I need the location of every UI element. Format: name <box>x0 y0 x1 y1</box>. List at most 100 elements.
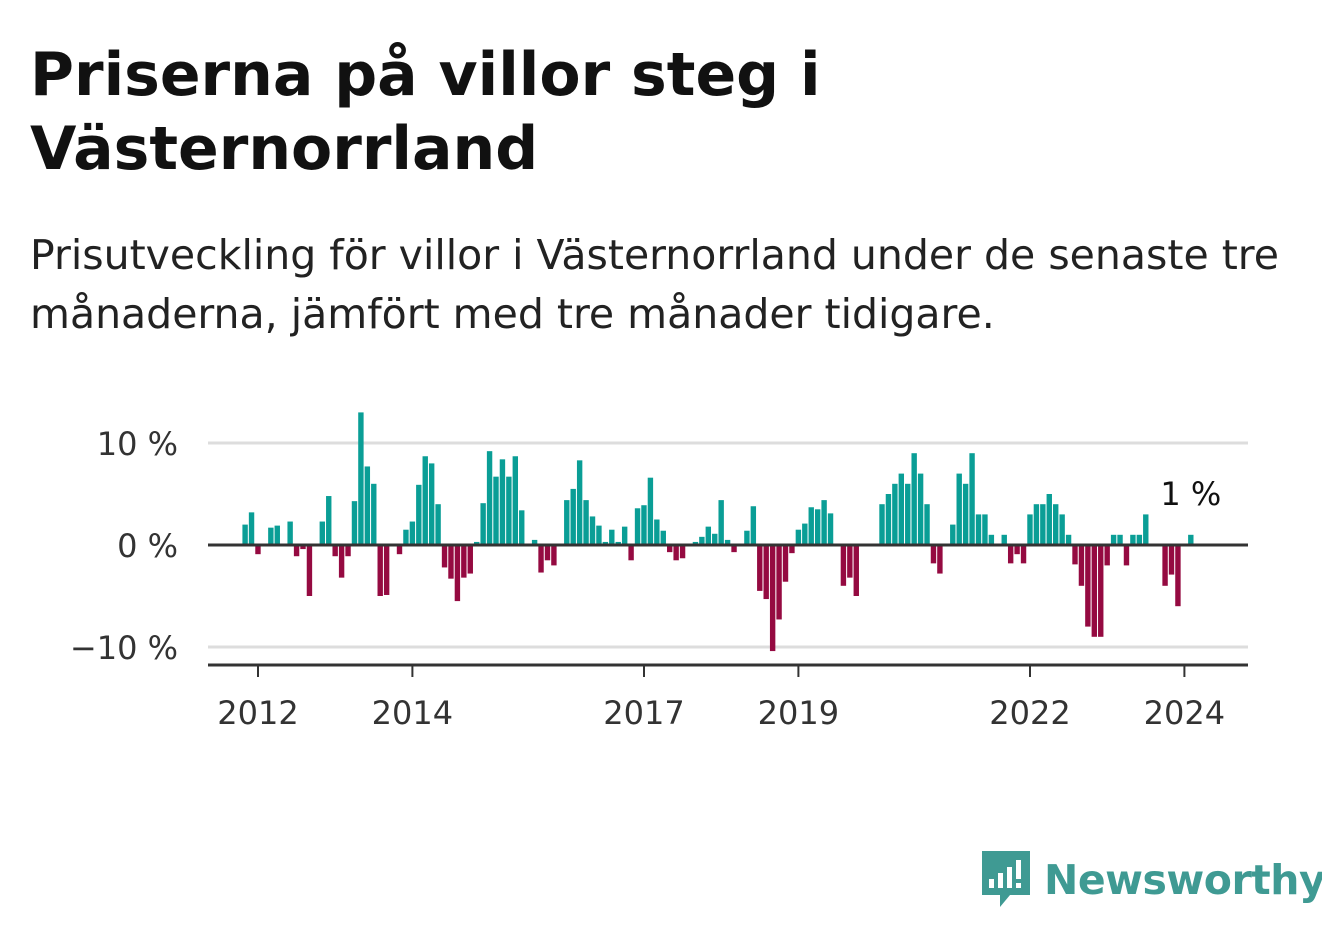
bar <box>422 456 428 545</box>
bar-chart: 10 % 0 % −10 % 2012 2014 2017 2019 2022 2024 1 … <box>70 412 1248 732</box>
bar <box>467 545 473 574</box>
bar <box>1040 504 1046 545</box>
bar <box>1001 534 1007 545</box>
bar <box>885 494 892 545</box>
x-tick-label: 2014 <box>372 694 453 732</box>
bar <box>512 456 519 545</box>
newsworthy-chart-icon <box>982 851 1030 907</box>
bar <box>531 539 538 545</box>
x-tick-label: 2024 <box>1144 694 1225 732</box>
bar <box>757 545 763 591</box>
bar <box>673 545 679 561</box>
bar <box>1143 514 1149 545</box>
bars <box>242 412 1194 652</box>
bar <box>1014 545 1020 555</box>
bar <box>428 463 435 545</box>
bar <box>358 412 364 545</box>
bar <box>660 530 666 545</box>
bar <box>1188 534 1194 545</box>
bar <box>1110 534 1117 545</box>
bar <box>950 524 956 545</box>
bar <box>827 513 834 545</box>
bar <box>345 545 351 557</box>
bar <box>898 473 905 545</box>
y-tick-label: −10 % <box>70 629 178 667</box>
bar <box>847 545 853 578</box>
bar <box>589 516 596 545</box>
bar <box>1104 545 1110 566</box>
bar <box>609 529 615 545</box>
bar <box>1027 514 1033 545</box>
bar <box>493 476 499 545</box>
bar <box>306 545 313 596</box>
bar <box>821 500 827 545</box>
bar <box>956 473 962 545</box>
bar <box>924 504 930 545</box>
bar <box>692 541 699 545</box>
bar <box>962 483 969 545</box>
bar <box>480 503 486 545</box>
bar <box>750 506 757 545</box>
y-tick-label: 10 % <box>97 425 178 463</box>
bar <box>814 509 821 545</box>
bar <box>969 453 975 545</box>
bar <box>1130 534 1136 545</box>
bar <box>840 545 847 586</box>
bar <box>287 521 293 545</box>
bar <box>634 508 641 545</box>
bar <box>1091 545 1098 637</box>
bar <box>718 500 724 545</box>
bar <box>731 545 737 553</box>
bar <box>576 460 583 545</box>
bar <box>1085 545 1091 627</box>
bar <box>583 500 589 545</box>
chart-title: Priserna på villor steg i Västernorrland <box>30 40 821 184</box>
bar <box>905 483 911 545</box>
bar <box>654 519 660 545</box>
bar <box>1053 504 1059 545</box>
bar <box>1162 545 1168 586</box>
bar <box>1033 504 1040 545</box>
bar <box>602 541 609 545</box>
bar <box>416 484 422 545</box>
bar <box>782 545 789 582</box>
bar <box>744 530 750 545</box>
bar <box>1117 534 1123 545</box>
bar <box>1065 534 1072 545</box>
bar <box>982 514 988 545</box>
bar <box>564 500 570 545</box>
bar <box>879 504 885 545</box>
bar <box>519 510 525 545</box>
bar <box>917 473 924 545</box>
bar <box>377 545 383 596</box>
bar <box>396 545 403 555</box>
bar <box>596 525 602 545</box>
axes <box>208 543 1248 667</box>
x-tick-label: 2022 <box>989 694 1070 732</box>
brand-name: Newsworthy <box>1044 856 1322 904</box>
bar <box>699 536 705 545</box>
bar <box>1175 545 1181 607</box>
bar <box>506 476 512 545</box>
bar <box>647 477 654 545</box>
bar <box>403 529 409 545</box>
y-tick-label: 0 % <box>117 527 178 565</box>
bar <box>293 545 300 557</box>
bar <box>338 545 345 578</box>
chart-subtitle: Prisutveckling för villor i Västernorrla… <box>30 231 1279 338</box>
bar <box>255 545 261 555</box>
bar <box>326 496 332 545</box>
bar <box>1007 545 1014 564</box>
bar <box>892 483 898 545</box>
bar <box>371 483 377 545</box>
bar <box>621 526 628 545</box>
bar <box>763 545 769 600</box>
bar <box>789 545 795 554</box>
bar <box>441 545 448 568</box>
last-value-label: 1 % <box>1160 475 1221 513</box>
bar <box>351 501 358 545</box>
bar <box>724 539 731 545</box>
bar <box>1072 545 1078 565</box>
bar <box>679 545 686 559</box>
bar <box>641 505 647 545</box>
